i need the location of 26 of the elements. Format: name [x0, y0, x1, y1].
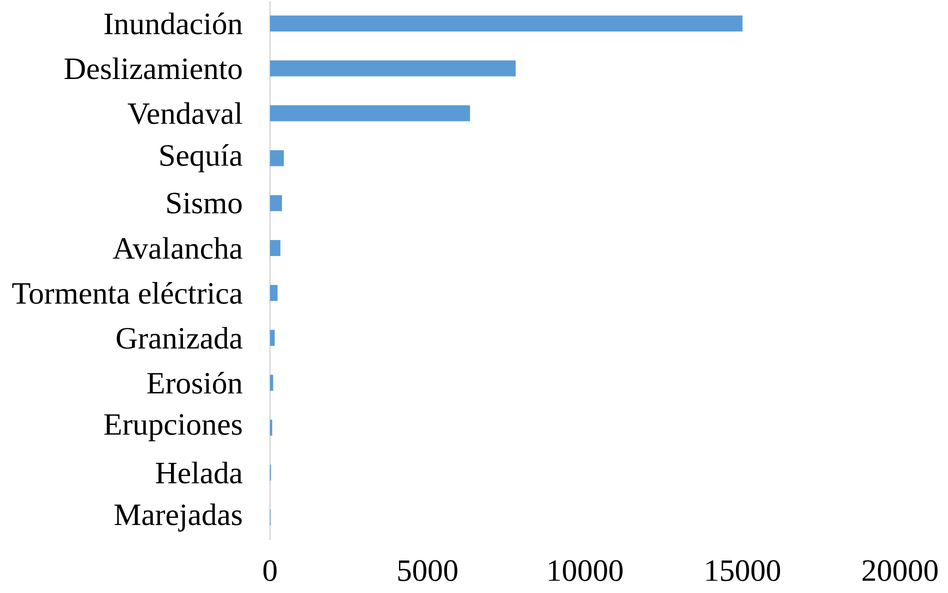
bar	[270, 60, 516, 76]
x-tick-label: 20000	[862, 560, 938, 582]
y-tick-label: Sismo	[167, 192, 242, 214]
y-tick-label: Sequía	[160, 144, 242, 172]
bar	[270, 15, 742, 32]
y-tick-label: Marejadas	[114, 503, 242, 532]
y-tick-label: Erupciones	[104, 414, 242, 442]
x-tick-label: 15000	[706, 560, 780, 582]
bar	[270, 330, 275, 346]
y-tick-label: Helada	[156, 462, 242, 484]
bar	[270, 284, 278, 301]
y-tick-label: Granizada	[116, 326, 242, 349]
y-tick-label: Deslizamiento	[64, 57, 242, 80]
bar	[270, 240, 280, 256]
x-tick-label: 0	[263, 560, 277, 582]
y-tick-label: Avalancha	[112, 237, 242, 259]
x-tick-label: 10000	[548, 560, 623, 582]
y-tick-label: Tormenta eléctrica	[12, 282, 242, 304]
bar	[270, 195, 282, 212]
y-tick-label: Erosión	[147, 372, 242, 394]
y-tick-label: Vendaval	[128, 102, 242, 124]
bar	[270, 374, 274, 391]
x-tick-label: 5000	[398, 560, 458, 582]
y-tick-label: Inundación	[104, 12, 242, 34]
bar	[270, 105, 470, 122]
bar	[270, 150, 284, 166]
